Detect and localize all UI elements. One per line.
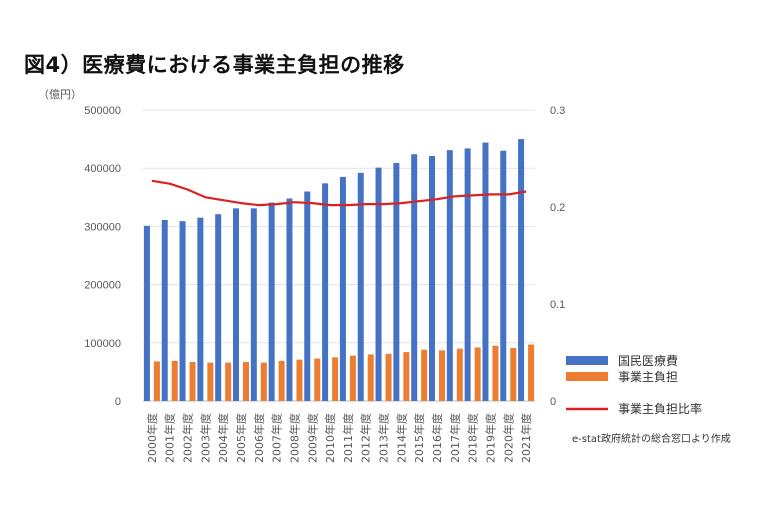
bar-national-medical-expense [286,198,293,401]
bar-national-medical-expense [197,217,204,401]
chart-title: 図4）医療費における事業主負担の推移 [24,53,405,77]
x-tick-label: 2015年度 [412,413,426,463]
bar-national-medical-expense [179,221,186,401]
x-tick-label: 2020年度 [501,413,515,463]
bar-national-medical-expense [215,214,222,401]
ratio-line [151,179,527,207]
legend-label-national-medical-expense: 国民医療費 [618,353,678,368]
x-tick-label: 2017年度 [448,413,462,463]
x-tick-label: 2010年度 [323,413,337,463]
y-tick-label: 400000 [84,163,121,175]
x-tick-label: 2018年度 [466,413,480,463]
bar-employer-burden [528,344,535,401]
x-tick-label: 2008年度 [287,413,301,463]
x-tick-label: 2009年度 [305,413,319,463]
bar-national-medical-expense [268,202,275,401]
bar-national-medical-expense [500,150,507,401]
bar-national-medical-expense [304,191,311,401]
bar-national-medical-expense [393,162,400,401]
x-tick-label: 2001年度 [163,413,177,463]
bar-employer-burden [243,362,249,401]
x-tick-label: 2019年度 [483,413,497,463]
y-axis-right: 0 0.1 0.2 0.3 [550,105,565,408]
y-tick-label: 0 [115,396,121,408]
bar-employer-burden [260,362,267,401]
x-tick-label: 2000年度 [145,413,159,463]
bar-national-medical-expense [161,219,168,401]
legend-swatch-national-medical-expense [566,356,608,365]
y-axis-unit-label: （億円） [38,88,82,101]
bar-employer-burden [189,362,196,401]
bars [143,139,535,402]
bar-national-medical-expense [429,155,435,401]
x-tick-label: 2007年度 [270,413,284,463]
bar-national-medical-expense [518,139,525,401]
bar-national-medical-expense [339,176,346,401]
y2-tick-label: 0 [550,396,556,408]
x-axis: 2000年度 2001年度 2002年度 2003年度 2004年度 2005年度 2006… [145,413,533,463]
bar-national-medical-expense [322,183,329,401]
x-tick-label: 2006年度 [252,413,266,463]
bar-national-medical-expense [446,150,453,401]
bar-employer-burden [296,359,303,401]
line-employer-burden-ratio [151,179,527,207]
bar-employer-burden [385,353,392,401]
bar-employer-burden [421,349,428,401]
x-tick-label: 2005年度 [234,413,248,463]
y2-tick-label: 0.1 [550,299,565,311]
x-tick-label: 2012年度 [359,413,373,463]
x-tick-label: 2002年度 [181,413,195,463]
x-tick-label: 2016年度 [430,413,444,463]
bar-employer-burden [403,352,410,401]
y-axis-left: 0 100000 200000 300000 400000 500000 [84,105,121,408]
x-tick-label: 2021年度 [519,413,533,463]
bar-employer-burden [207,362,214,401]
y-tick-label: 500000 [84,105,121,117]
legend-label-ratio: 事業主負担比率 [618,401,702,416]
bar-national-medical-expense [143,225,150,401]
bar-national-medical-expense [357,172,364,401]
bar-employer-burden [456,348,463,401]
bar-national-medical-expense [411,154,418,401]
y-tick-label: 100000 [84,338,121,350]
x-tick-label: 2003年度 [198,413,212,463]
bar-employer-burden [349,355,356,401]
x-tick-label: 2011年度 [341,413,355,463]
y2-tick-label: 0.2 [550,202,565,214]
bar-employer-burden [314,358,321,401]
bar-employer-burden [439,350,445,401]
bar-national-medical-expense [482,142,489,402]
x-tick-label: 2014年度 [394,413,408,463]
bar-employer-burden [367,354,374,401]
bar-employer-burden [474,347,481,401]
bar-employer-burden [153,361,160,401]
bar-employer-burden [492,345,499,401]
legend-label-employer-burden: 事業主負担 [618,370,678,384]
y2-tick-label: 0.3 [550,105,565,117]
x-tick-label: 2004年度 [216,413,230,463]
bar-employer-burden [171,360,178,401]
bar-national-medical-expense [375,167,382,401]
legend-swatch-employer-burden [566,372,608,381]
bar-employer-burden [510,348,517,401]
bar-employer-burden [225,362,232,401]
bar-national-medical-expense [250,208,257,401]
y-tick-label: 200000 [84,280,121,292]
bar-national-medical-expense [233,208,239,401]
x-tick-label: 2013年度 [377,413,391,463]
bar-employer-burden [278,360,285,401]
bar-employer-burden [332,357,339,401]
bar-national-medical-expense [464,148,471,401]
source-note: e-stat政府統計の総合窓口より作成 [572,432,731,445]
y-tick-label: 300000 [84,221,121,233]
